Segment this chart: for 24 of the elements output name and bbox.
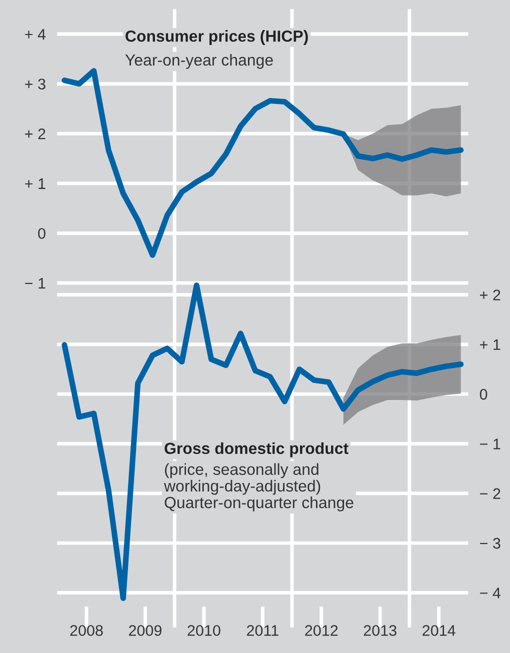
y-tick-label: + 4 <box>25 29 46 40</box>
annotation: (price, seasonally and working-day-adjusted) Quarter-on-quarter change <box>164 463 354 512</box>
y-tick-label: + 2 <box>25 128 46 140</box>
x-tick-label: 2014 <box>422 625 456 636</box>
y-tick-label: + 1 <box>25 178 46 189</box>
y2-tick-label: − 2 <box>480 488 500 499</box>
x-tick-label: 2010 <box>188 625 220 636</box>
x-tick-label: 2011 <box>246 625 278 636</box>
y2-tick-label: − 3 <box>480 538 500 549</box>
x-tick-label: 2012 <box>305 625 338 636</box>
x-tick-label: 2009 <box>128 625 162 636</box>
annotation: Year-on-year change <box>125 54 273 69</box>
y2-tick-label: − 4 <box>480 588 501 598</box>
y-tick-label: + 3 <box>25 78 46 90</box>
x-tick-label: 2013 <box>364 625 396 636</box>
annotation: Consumer prices (HICP) <box>126 30 308 45</box>
y2-tick-label: − 1 <box>480 438 500 450</box>
y-tick-label: 0 <box>38 228 46 239</box>
y2-tick-label: + 1 <box>480 339 500 350</box>
y-tick-label: − 1 <box>25 278 46 289</box>
y2-tick-label: + 2 <box>480 290 500 300</box>
annotation: Gross domestic product <box>164 442 348 458</box>
y2-tick-label: 0 <box>480 388 488 400</box>
x-tick-label: 2008 <box>70 625 103 636</box>
